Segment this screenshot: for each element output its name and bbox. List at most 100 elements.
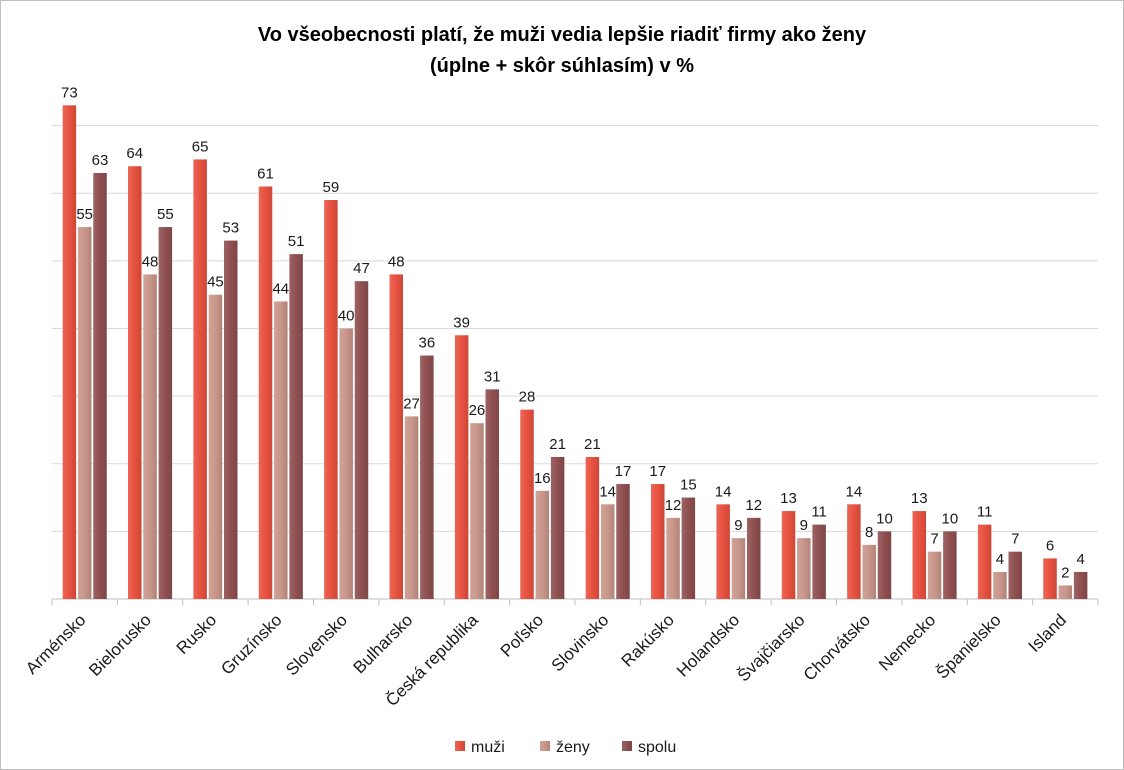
- data-label-muži-3: 61: [257, 165, 274, 182]
- data-label-spolu-7: 21: [549, 436, 566, 453]
- x-tick-label-4: Slovensko: [282, 610, 351, 679]
- data-label-ženy-7: 16: [534, 470, 551, 487]
- legend: muži ženy spolu: [455, 739, 676, 756]
- bar-muži-5: [389, 274, 404, 599]
- data-label-spolu-3: 51: [288, 233, 305, 250]
- data-label-spolu-6: 31: [484, 368, 501, 385]
- bar-muži-10: [716, 504, 730, 599]
- data-label-ženy-11: 9: [800, 517, 808, 534]
- data-label-muži-14: 11: [977, 504, 993, 521]
- bar-spolu-0: [93, 172, 107, 599]
- data-label-spolu-12: 10: [876, 510, 893, 527]
- data-label-muži-7: 28: [519, 389, 536, 406]
- x-tick-label-7: Poľsko: [497, 610, 547, 660]
- bar-ženy-5: [404, 416, 419, 599]
- legend-label-muži: muži: [471, 739, 505, 756]
- bar-muži-7: [520, 409, 534, 599]
- x-tick-label-5: Bulharsko: [349, 610, 416, 677]
- data-label-ženy-12: 8: [865, 524, 873, 541]
- data-label-muži-12: 14: [846, 483, 863, 500]
- legend-swatch-ženy: [540, 741, 550, 751]
- data-label-ženy-15: 2: [1061, 564, 1069, 581]
- x-tick-label-14: Španielsko: [933, 610, 1005, 682]
- bar-spolu-15: [1073, 571, 1088, 599]
- bar-ženy-14: [993, 571, 1007, 599]
- data-label-spolu-2: 53: [222, 220, 239, 237]
- bar-ženy-13: [927, 551, 942, 599]
- data-label-ženy-6: 26: [469, 402, 486, 419]
- data-label-spolu-9: 15: [680, 477, 697, 494]
- bar-spolu-3: [289, 254, 303, 600]
- x-tick-label-10: Holandsko: [673, 610, 743, 680]
- chart-title: Vo všeobecnosti platí, že muži vedia lep…: [258, 24, 867, 46]
- data-label-ženy-14: 4: [996, 551, 1004, 568]
- bar-spolu-7: [550, 456, 565, 599]
- bar-muži-13: [912, 511, 927, 599]
- bar-muži-4: [324, 200, 338, 599]
- data-label-spolu-8: 17: [615, 463, 632, 480]
- bar-ženy-8: [600, 504, 615, 599]
- data-label-ženy-2: 45: [207, 274, 224, 291]
- bar-ženy-2: [208, 294, 223, 599]
- data-label-spolu-1: 55: [157, 206, 174, 223]
- bar-spolu-11: [812, 524, 826, 599]
- legend-label-ženy: ženy: [556, 739, 590, 756]
- data-label-spolu-11: 11: [811, 504, 827, 521]
- data-label-ženy-13: 7: [930, 531, 938, 548]
- x-tick-label-2: Rusko: [173, 610, 221, 658]
- data-label-ženy-3: 44: [272, 280, 289, 297]
- bar-ženy-7: [535, 490, 550, 599]
- bar-ženy-12: [862, 544, 876, 599]
- bar-muži-12: [847, 504, 861, 599]
- bar-spolu-14: [1008, 551, 1022, 599]
- x-tick-label-13: Nemecko: [875, 610, 939, 674]
- bar-spolu-5: [420, 355, 434, 599]
- data-label-muži-0: 73: [61, 84, 78, 101]
- bar-spolu-10: [746, 517, 761, 599]
- data-label-ženy-10: 9: [734, 517, 742, 534]
- data-label-ženy-8: 14: [599, 483, 616, 500]
- data-label-ženy-9: 12: [665, 497, 682, 514]
- bar-muži-9: [651, 484, 665, 599]
- bar-ženy-1: [143, 274, 157, 599]
- bar-ženy-11: [797, 538, 811, 599]
- bar-muži-6: [454, 335, 469, 599]
- legend-swatch-spolu: [622, 741, 632, 751]
- x-tick-label-3: Gruzínsko: [217, 610, 285, 678]
- data-label-muži-10: 14: [715, 483, 732, 500]
- data-label-spolu-14: 7: [1011, 531, 1019, 548]
- bar-muži-14: [977, 524, 992, 599]
- bar-spolu-8: [616, 484, 630, 599]
- data-label-ženy-1: 48: [142, 253, 159, 270]
- bar-spolu-9: [681, 497, 696, 599]
- data-label-muži-15: 6: [1046, 537, 1054, 554]
- bar-spolu-13: [943, 531, 957, 599]
- bar-ženy-3: [274, 301, 288, 599]
- bar-muži-1: [128, 166, 142, 599]
- bar-ženy-10: [731, 538, 746, 599]
- data-label-muži-11: 13: [780, 490, 797, 507]
- bar-ženy-15: [1058, 585, 1073, 599]
- data-label-ženy-5: 27: [403, 395, 420, 412]
- bar-muži-15: [1043, 558, 1057, 599]
- legend-swatch-muži: [455, 741, 465, 751]
- x-tick-label-1: Bielorusko: [85, 610, 155, 680]
- bars: [62, 105, 1088, 600]
- bar-ženy-0: [77, 227, 92, 599]
- x-tick-label-8: Slovinsko: [548, 610, 613, 675]
- chart-subtitle: (úplne + skôr súhlasím) v %: [430, 55, 694, 77]
- data-label-muži-6: 39: [453, 314, 470, 331]
- data-label-spolu-13: 10: [942, 510, 959, 527]
- data-label-muži-5: 48: [388, 253, 405, 270]
- data-label-muži-9: 17: [649, 463, 666, 480]
- data-label-muži-4: 59: [323, 179, 340, 196]
- bar-spolu-1: [158, 227, 173, 599]
- data-label-ženy-4: 40: [338, 308, 355, 325]
- x-tick-label-12: Chorvátsko: [800, 610, 874, 684]
- bar-muži-3: [258, 186, 273, 600]
- data-label-muži-1: 64: [126, 145, 143, 162]
- bar-muži-0: [62, 105, 77, 600]
